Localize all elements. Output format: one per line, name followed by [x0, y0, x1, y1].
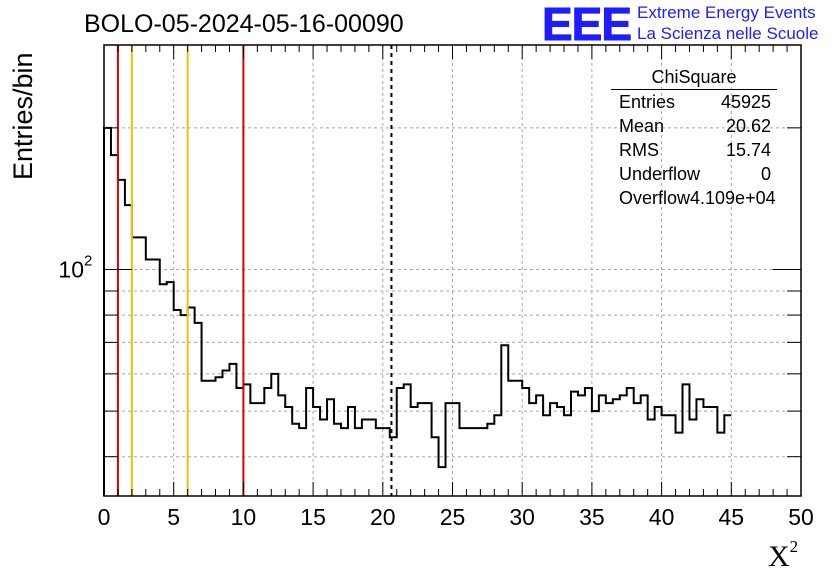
stats-value: 0 [760, 164, 771, 184]
x-tick-label: 20 [370, 504, 396, 530]
x-tick-label: 10 [231, 504, 257, 530]
stats-label: Mean [619, 116, 665, 136]
y-axis-label: Entries/bin [8, 52, 38, 180]
logo-line-1: Extreme Energy Events [637, 3, 816, 22]
x-axis-label: X2 [768, 537, 798, 574]
x-tick-label: 30 [509, 504, 535, 530]
stats-rows: Entries 45925 Mean 20.62 RMS 15.74 Underflow 0 O… [611, 90, 777, 210]
x-tick-label: 50 [788, 504, 814, 530]
x-tick-label: 35 [579, 504, 605, 530]
stats-label: Entries [619, 92, 676, 112]
eee-logo: EEE [541, 0, 632, 50]
y-tick-label-base: 10 [58, 256, 84, 282]
x-tick-label: 40 [649, 504, 675, 530]
x-tick-label: 5 [167, 504, 180, 530]
stats-value: 15.74 [725, 140, 771, 160]
x-tick-label: 0 [98, 504, 111, 530]
x-axis-label-base: X [768, 540, 790, 573]
stats-box: ChiSquare Entries 45925 Mean 20.62 RMS 15.74 U… [611, 66, 777, 210]
x-tick-label: 45 [719, 504, 745, 530]
y-tick-label: 10 [58, 256, 84, 282]
stats-label: Overflow [619, 188, 691, 208]
stats-value: 20.62 [725, 116, 771, 136]
x-tick-label: 25 [440, 504, 466, 530]
histogram-bars [103, 126, 732, 496]
axis-ticks [103, 44, 802, 496]
stats-row: Overflow 4.109e+04 [611, 186, 777, 210]
stats-value: 4.109e+04 [690, 188, 776, 208]
y-tick-label-sup: 2 [84, 252, 92, 269]
stats-row: Mean 20.62 [611, 114, 777, 138]
plot-title: BOLO-05-2024-05-16-00090 [84, 10, 404, 38]
stats-label: RMS [619, 140, 659, 160]
stats-row: Entries 45925 [611, 90, 777, 114]
histogram-line [103, 126, 732, 496]
stats-value: 45925 [720, 92, 771, 112]
x-tick-label: 15 [300, 504, 326, 530]
stats-row: RMS 15.74 [611, 138, 777, 162]
stats-label: Underflow [619, 164, 701, 184]
stats-row: Underflow 0 [611, 162, 777, 186]
stats-title: ChiSquare [611, 66, 777, 90]
x-axis-label-sup: 2 [789, 537, 799, 556]
logo-line-2: La Scienza nelle Scuole [637, 24, 819, 43]
reference-lines [116, 45, 393, 496]
